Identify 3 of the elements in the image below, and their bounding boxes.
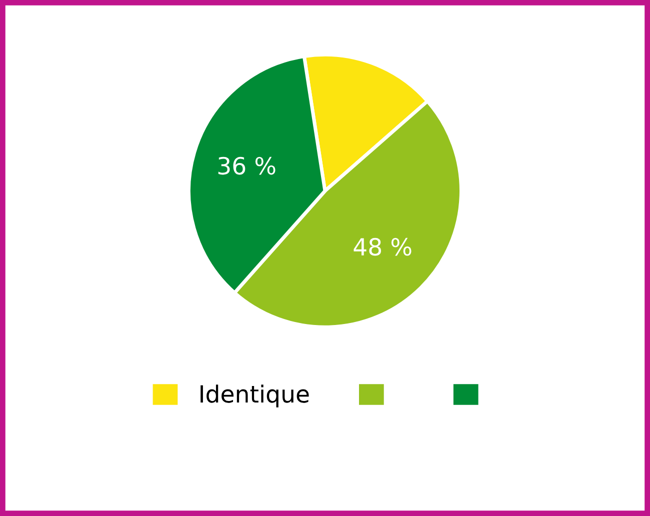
data-label: 48 % <box>354 238 412 256</box>
data-label: 36 % <box>218 156 276 175</box>
legend-label: Identique <box>200 384 309 408</box>
